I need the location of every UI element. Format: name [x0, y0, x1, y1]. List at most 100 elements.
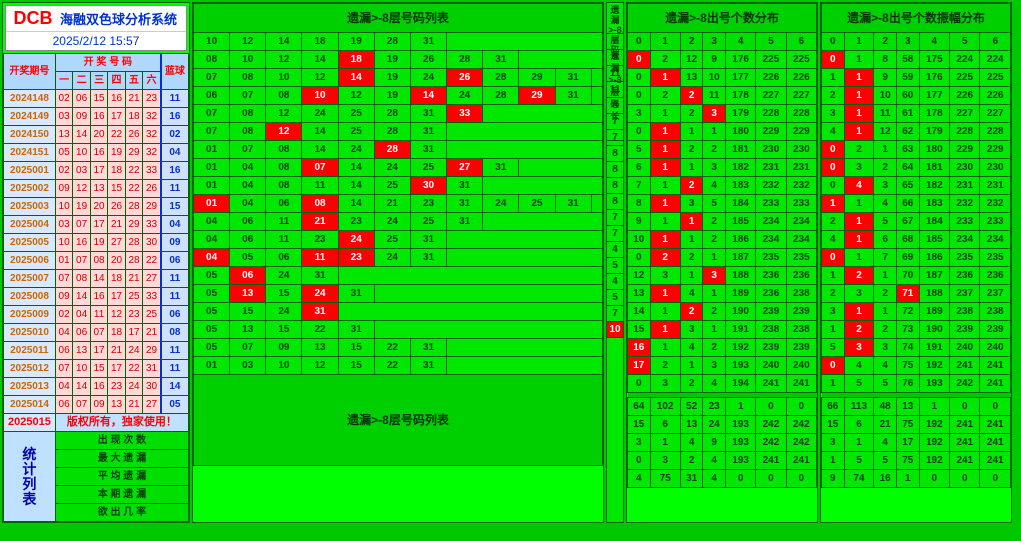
- redball: 17: [90, 342, 107, 360]
- mid-cell: 12: [302, 69, 338, 87]
- redball: 04: [55, 378, 72, 396]
- dist-cell: 0: [822, 357, 845, 375]
- mid-cell: 08: [266, 159, 302, 177]
- dist-cell: 0: [628, 51, 651, 69]
- dist-cell: 183: [919, 195, 949, 213]
- stat-row: 平 均 遗 漏: [55, 468, 188, 486]
- dist-head: 0: [822, 33, 845, 51]
- redball: 14: [73, 126, 90, 144]
- stat-cell: 241: [950, 434, 980, 452]
- dist-cell: 227: [756, 87, 786, 105]
- mid-cell: 06: [230, 213, 266, 231]
- stat-cell: 23: [703, 398, 726, 416]
- mid-cell: 05: [230, 249, 266, 267]
- dist-cell: 228: [786, 105, 816, 123]
- mid-cell: 29: [519, 69, 555, 87]
- dist-cell: 178: [725, 87, 755, 105]
- dist-cell: 2: [874, 321, 897, 339]
- dist-cell: 233: [980, 213, 1011, 231]
- redball: 19: [90, 234, 107, 252]
- mid-cell: 07: [230, 339, 266, 357]
- dist-cell: 0: [822, 249, 845, 267]
- redball: 09: [73, 108, 90, 126]
- stat-cell: 48: [874, 398, 897, 416]
- stat-cell: 1: [822, 452, 845, 470]
- mid-cell: 08: [230, 105, 266, 123]
- dist-cell: 1: [703, 123, 726, 141]
- dist-cell: 1: [650, 141, 680, 159]
- stat-cell: 102: [650, 398, 680, 416]
- redball: 30: [143, 378, 161, 396]
- blueball: 11: [161, 360, 189, 378]
- redball: 18: [108, 324, 125, 342]
- pad: [447, 249, 603, 267]
- mid-cell: 19: [338, 33, 374, 51]
- dist-head: 1: [650, 33, 680, 51]
- redball: 25: [125, 288, 142, 306]
- mid-cell: 04: [194, 249, 230, 267]
- dist-cell: 177: [919, 87, 949, 105]
- mid-cell: 10: [302, 87, 338, 105]
- dist-cell: 71: [896, 285, 919, 303]
- mid-cell: 31: [338, 285, 374, 303]
- mid-cell: 24: [266, 267, 302, 285]
- stat-cell: 242: [786, 416, 816, 434]
- mid-cell: 31: [410, 231, 446, 249]
- mid-cell: 06: [194, 87, 230, 105]
- dist-cell: 65: [896, 177, 919, 195]
- mid-cell: 19: [374, 51, 410, 69]
- dist-cell: 181: [725, 141, 755, 159]
- dist-cell: 237: [980, 285, 1011, 303]
- dist-cell: 227: [950, 105, 980, 123]
- dist-cell: 72: [896, 303, 919, 321]
- dist-cell: 1: [874, 303, 897, 321]
- redball: 21: [108, 342, 125, 360]
- dist-cell: 1: [650, 303, 680, 321]
- blueball: 09: [161, 234, 189, 252]
- dist-cell: 233: [950, 213, 980, 231]
- vbar-cell: 7: [607, 210, 623, 226]
- stat-cell: 113: [844, 398, 874, 416]
- dist-cell: 3: [874, 177, 897, 195]
- mid-cell: 05: [194, 303, 230, 321]
- stat-cell: 241: [786, 452, 816, 470]
- mid-cell: 05: [194, 285, 230, 303]
- stat-cell: 5: [874, 452, 897, 470]
- stat-cell: 0: [628, 452, 651, 470]
- period-cell: 2025003: [4, 198, 56, 216]
- stat-cell: 4: [874, 434, 897, 452]
- mid-cell: 14: [410, 87, 446, 105]
- redball: 02: [55, 162, 72, 180]
- dist-cell: 73: [896, 321, 919, 339]
- dist-cell: 237: [950, 285, 980, 303]
- dist-cell: 1: [650, 177, 680, 195]
- dist-cell: 3: [650, 267, 680, 285]
- redball: 11: [90, 306, 107, 324]
- dist-cell: 13: [680, 69, 703, 87]
- mid-cell: 04: [230, 195, 266, 213]
- dist-cell: 2: [703, 303, 726, 321]
- redball: 03: [73, 162, 90, 180]
- redball: 13: [108, 396, 125, 414]
- mid-cell: 25: [519, 195, 555, 213]
- dist-cell: 76: [896, 375, 919, 393]
- dist-cell: 1: [822, 375, 845, 393]
- redball: 20: [90, 126, 107, 144]
- dist-cell: 67: [896, 213, 919, 231]
- dist-cell: 5: [844, 375, 874, 393]
- dist-cell: 180: [725, 123, 755, 141]
- stat-cell: 4: [628, 470, 651, 488]
- dist-cell: 238: [786, 285, 816, 303]
- redball: 10: [55, 234, 72, 252]
- redball: 26: [108, 198, 125, 216]
- redball: 09: [90, 396, 107, 414]
- copyright: 版权所有，独家使用！: [55, 414, 188, 432]
- mid-cell: 24: [374, 159, 410, 177]
- dist-cell: 13: [628, 285, 651, 303]
- redball: 21: [125, 396, 142, 414]
- dist-cell: 2: [680, 249, 703, 267]
- blueball: 16: [161, 162, 189, 180]
- redball: 18: [108, 270, 125, 288]
- dist-cell: 59: [896, 69, 919, 87]
- col-head: 二: [73, 72, 90, 90]
